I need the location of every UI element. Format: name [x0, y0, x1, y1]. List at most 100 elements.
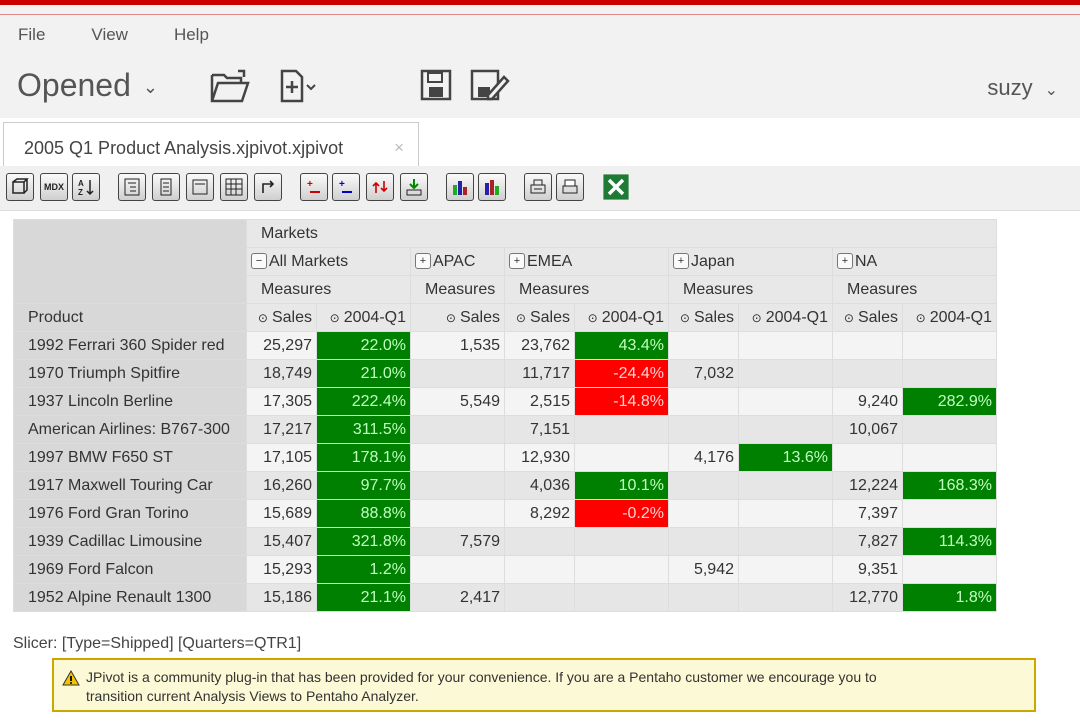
- sales-cell: 7,032: [668, 359, 739, 388]
- region-label: EMEA: [527, 252, 573, 270]
- mdx-button[interactable]: MDX: [40, 173, 68, 201]
- user-menu[interactable]: suzy ⌄: [987, 75, 1058, 101]
- sort-icon[interactable]: ⊙: [915, 310, 926, 325]
- pct-cell: [574, 555, 669, 584]
- expand-icon[interactable]: +: [415, 252, 431, 269]
- show-parents-icon[interactable]: [118, 173, 146, 201]
- show-properties-icon[interactable]: [186, 173, 214, 201]
- expand-icon[interactable]: +: [673, 252, 689, 269]
- quarter-column-header[interactable]: ⊙ 2004-Q1: [574, 303, 669, 332]
- chevron-down-icon: ⌄: [1044, 82, 1058, 99]
- quarter-column-header[interactable]: ⊙ 2004-Q1: [902, 303, 997, 332]
- expand-icon[interactable]: +: [509, 252, 525, 269]
- sales-column-header[interactable]: ⊙ Sales: [410, 303, 505, 332]
- sales-column-header[interactable]: ⊙ Sales: [504, 303, 575, 332]
- save-icon[interactable]: [420, 69, 452, 106]
- drill-position-icon[interactable]: +: [332, 173, 360, 201]
- opened-dropdown[interactable]: Opened ⌄: [17, 67, 158, 104]
- print-config-icon[interactable]: [524, 173, 552, 201]
- svg-text:Z: Z: [78, 188, 83, 197]
- cube-navigator-icon[interactable]: [6, 173, 34, 201]
- pct-cell: 311.5%: [316, 415, 411, 444]
- expand-icon[interactable]: +: [837, 252, 853, 269]
- drill-through-icon[interactable]: [400, 173, 428, 201]
- save-as-icon[interactable]: [470, 69, 510, 106]
- product-name[interactable]: 1976 Ford Gran Torino: [13, 499, 247, 528]
- table-row: 1939 Cadillac Limousine 15,407 321.8% 7,579…: [13, 527, 997, 556]
- sort-icon[interactable]: ⊙: [679, 310, 690, 325]
- menu-file[interactable]: File: [18, 25, 46, 44]
- pct-cell: 222.4%: [316, 387, 411, 416]
- tab-analysis[interactable]: 2005 Q1 Product Analysis.xjpivot.xjpivot…: [3, 122, 419, 166]
- drill-member-icon[interactable]: +: [300, 173, 328, 201]
- sales-cell: [668, 583, 739, 612]
- print-pdf-icon[interactable]: [556, 173, 584, 201]
- pct-cell: 282.9%: [902, 387, 997, 416]
- product-name[interactable]: 1917 Maxwell Touring Car: [13, 471, 247, 500]
- sort-icon[interactable]: ⊙: [515, 310, 526, 325]
- sort-icon[interactable]: ⊙: [445, 310, 456, 325]
- pct-cell: [902, 499, 997, 528]
- close-icon[interactable]: ×: [394, 138, 404, 157]
- sales-cell: [832, 331, 903, 360]
- svg-text:A: A: [78, 179, 84, 188]
- region-label: APAC: [433, 252, 476, 270]
- sales-column-header[interactable]: ⊙ Sales: [668, 303, 739, 332]
- region-all-markets[interactable]: − All Markets: [246, 247, 411, 276]
- new-file-icon[interactable]: [280, 69, 318, 108]
- sort-icon[interactable]: ⊙: [843, 310, 854, 325]
- product-name[interactable]: 1992 Ferrari 360 Spider red: [13, 331, 247, 360]
- region-apac[interactable]: + APAC: [410, 247, 505, 276]
- product-name[interactable]: 1970 Triumph Spitfire: [13, 359, 247, 388]
- product-name[interactable]: American Airlines: B767-300: [13, 415, 247, 444]
- open-folder-icon[interactable]: [210, 69, 250, 108]
- menu-view[interactable]: View: [91, 25, 128, 44]
- menu-help[interactable]: Help: [173, 25, 209, 44]
- pct-cell: [738, 471, 833, 500]
- region-na[interactable]: + NA: [832, 247, 997, 276]
- swap-axes-icon[interactable]: [254, 173, 282, 201]
- opened-label: Opened: [17, 67, 131, 103]
- product-name[interactable]: 1937 Lincoln Berline: [13, 387, 247, 416]
- table-row: 1997 BMW F650 ST 17,105 178.1% 12,930 4,176 1…: [13, 443, 997, 472]
- column-label: Sales: [693, 308, 734, 326]
- sales-cell: 9,240: [832, 387, 903, 416]
- sort-icon[interactable]: ⊙: [257, 310, 268, 325]
- sales-cell: [668, 331, 739, 360]
- pct-cell: [902, 359, 997, 388]
- sales-cell: 12,770: [832, 583, 903, 612]
- chart-config-icon[interactable]: [478, 173, 506, 201]
- show-chart-icon[interactable]: [446, 173, 474, 201]
- pct-cell: 21.0%: [316, 359, 411, 388]
- product-name[interactable]: 1997 BMW F650 ST: [13, 443, 247, 472]
- product-name[interactable]: 1969 Ford Falcon: [13, 555, 247, 584]
- collapse-icon[interactable]: −: [251, 252, 267, 269]
- sales-cell: [668, 387, 739, 416]
- notice-line-1: JPivot is a community plug-in that has b…: [86, 669, 877, 685]
- suppress-empty-icon[interactable]: [220, 173, 248, 201]
- sort-icon[interactable]: ⊙: [329, 310, 340, 325]
- sales-cell: 4,176: [668, 443, 739, 472]
- region-emea[interactable]: + EMEA: [504, 247, 669, 276]
- quarter-column-header[interactable]: ⊙ 2004-Q1: [316, 303, 411, 332]
- product-name[interactable]: 1952 Alpine Renault 1300: [13, 583, 247, 612]
- pct-cell: -14.8%: [574, 387, 669, 416]
- pct-cell: 1.2%: [316, 555, 411, 584]
- sales-column-header[interactable]: ⊙ Sales: [832, 303, 903, 332]
- region-japan[interactable]: + Japan: [668, 247, 833, 276]
- column-label: Sales: [459, 308, 500, 326]
- sales-cell: [668, 471, 739, 500]
- sort-icon[interactable]: ⊙: [751, 310, 762, 325]
- excel-export-icon[interactable]: [602, 173, 630, 201]
- quarter-column-header[interactable]: ⊙ 2004-Q1: [738, 303, 833, 332]
- pct-cell: [574, 443, 669, 472]
- drill-replace-icon[interactable]: [366, 173, 394, 201]
- svg-text:+: +: [307, 179, 313, 190]
- product-name[interactable]: 1939 Cadillac Limousine: [13, 527, 247, 556]
- sort-icon[interactable]: ⊙: [587, 310, 598, 325]
- sales-cell: [668, 527, 739, 556]
- sales-column-header[interactable]: ⊙ Sales: [246, 303, 317, 332]
- hide-spans-icon[interactable]: [152, 173, 180, 201]
